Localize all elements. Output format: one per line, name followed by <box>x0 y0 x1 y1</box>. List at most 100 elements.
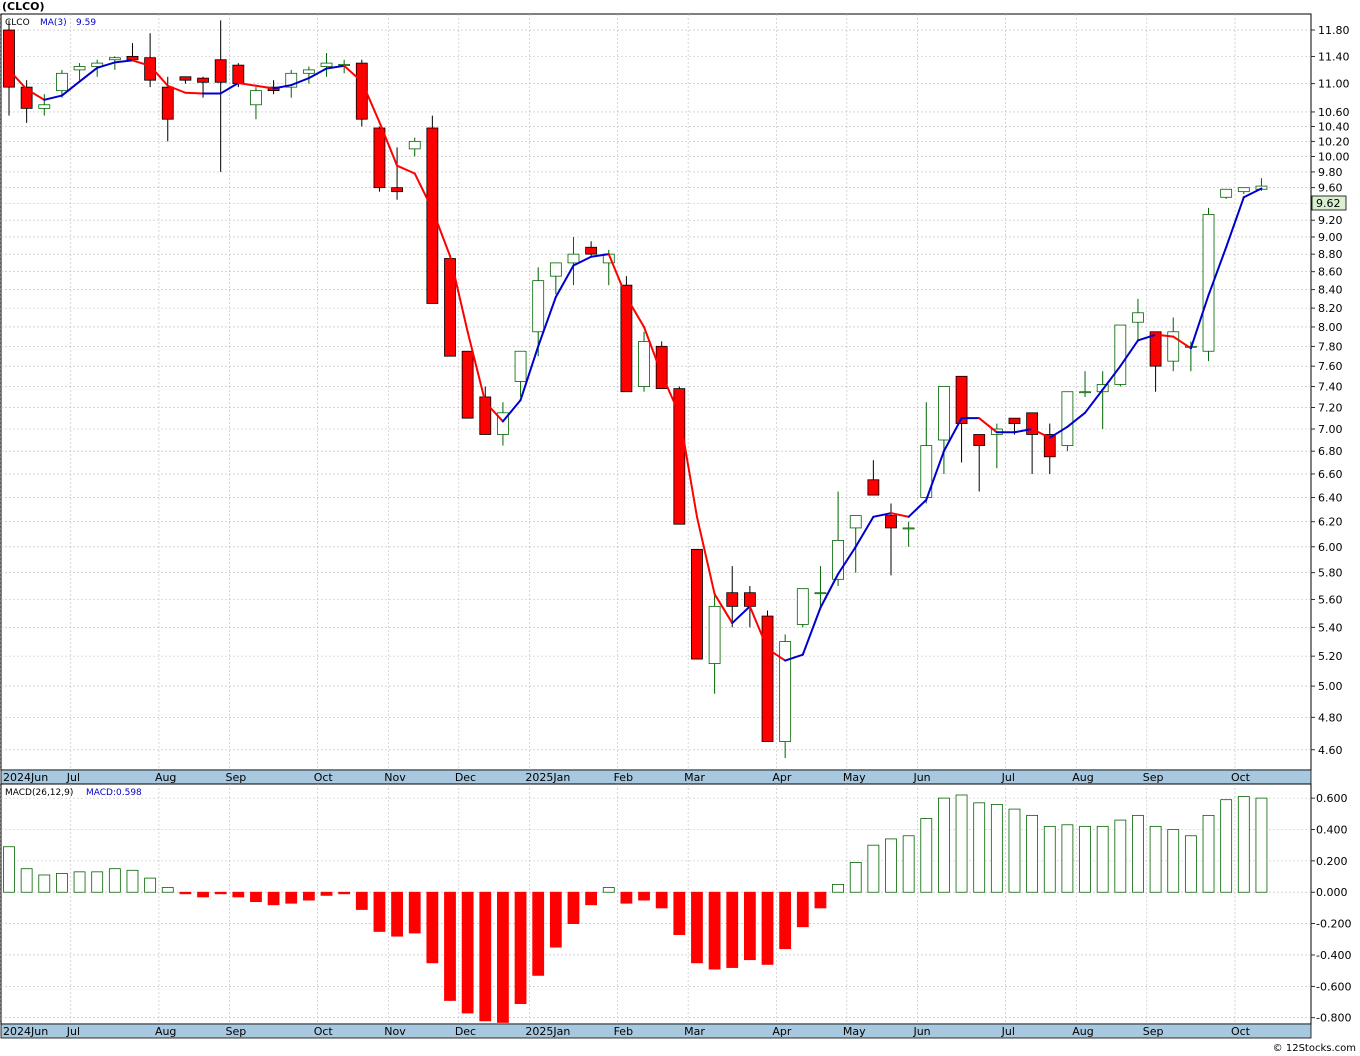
candle-body <box>796 588 809 625</box>
macd-bar <box>126 869 139 893</box>
price-ytick-label: 4.60 <box>1318 744 1343 757</box>
price-xtick-label: Oct <box>1231 771 1251 784</box>
ma-segment <box>113 59 134 64</box>
watermark: © 12Stocks.com <box>1273 1043 1356 1054</box>
price-ytick-label: 7.20 <box>1318 401 1343 414</box>
ma-segment <box>184 91 205 95</box>
ma-segment <box>890 512 910 518</box>
macd-bar <box>885 838 897 893</box>
macd-ytick-label: -0.400 <box>1316 949 1351 962</box>
price-ytick-label: 10.40 <box>1318 121 1350 134</box>
candle <box>250 87 262 120</box>
candle <box>497 402 509 446</box>
ma-segment <box>625 296 646 328</box>
price-ytick-label: 9.20 <box>1318 214 1343 227</box>
candle-body <box>867 479 880 496</box>
ma-segment <box>678 412 698 518</box>
macd-bar <box>461 891 474 1014</box>
candle <box>373 126 386 192</box>
macd-gridlines <box>0 784 1311 1024</box>
ma-segment <box>1084 388 1104 414</box>
price-xtick-label: Apr <box>772 771 792 784</box>
macd-bar <box>285 891 298 904</box>
macd-xtick-label: Sep <box>226 1025 247 1038</box>
candle <box>20 80 33 123</box>
macd-panel: 0.600 0.400 0.200 0.000 -0.200 -0.400 -0.600 -0… <box>0 783 1351 1025</box>
ma-segment <box>1207 246 1228 297</box>
ma-segment <box>695 515 716 596</box>
ma-segment <box>748 605 769 650</box>
ma-segment <box>149 64 169 87</box>
candle-body <box>320 62 333 67</box>
ma-segment <box>25 88 46 101</box>
macd-bar <box>514 891 527 1005</box>
ma-segment <box>1048 425 1069 439</box>
candle-body <box>832 540 844 580</box>
ma-segment <box>607 253 628 299</box>
macd-bar <box>1237 796 1250 893</box>
candle-body <box>673 388 686 525</box>
candle-body <box>1220 188 1233 198</box>
ma-segment <box>237 81 257 87</box>
macd-bar <box>91 871 104 893</box>
ma-segment <box>272 84 293 90</box>
candle-body <box>250 90 262 106</box>
macd-bar <box>779 891 792 950</box>
candle-body <box>373 127 386 189</box>
price-xtick-label: Dec <box>455 771 476 784</box>
candle-body <box>955 375 968 424</box>
candle-body <box>567 253 580 264</box>
candle-body <box>56 72 68 92</box>
candle <box>532 267 545 357</box>
ma-segment <box>325 64 346 70</box>
candle <box>179 76 192 84</box>
candle-body <box>73 66 86 71</box>
ma-segment <box>449 254 469 333</box>
macd-bar <box>20 868 33 893</box>
macd-bar <box>426 891 439 964</box>
candle-body <box>161 86 174 120</box>
moving-average-line <box>8 59 1263 662</box>
price-ytick-label: 8.80 <box>1318 248 1343 261</box>
macd-bar <box>320 891 333 896</box>
price-ytick-label: 11.00 <box>1318 78 1350 91</box>
macd-y-axis: 0.600 0.400 0.200 0.000 -0.200 -0.400 -0.600 -0… <box>1311 792 1351 1025</box>
candle <box>1167 317 1180 372</box>
macd-ytick-label: -0.600 <box>1316 980 1351 993</box>
price-xtick-label: Oct <box>314 771 334 784</box>
candle <box>567 236 580 286</box>
macd-bar <box>1184 835 1197 893</box>
candle <box>796 588 809 628</box>
price-xtick-label: Jul <box>1001 771 1015 784</box>
macd-bar <box>267 891 280 906</box>
price-xtick-label: Mar <box>684 771 705 784</box>
price-ytick-label: 10.20 <box>1318 135 1350 148</box>
ma-segment <box>872 512 892 518</box>
macd-xtick-label: May <box>843 1025 866 1038</box>
macd-xtick-label: 2024Jun <box>3 1025 48 1038</box>
last-price-label: 9.62 <box>1316 197 1341 210</box>
macd-bar <box>408 891 421 934</box>
price-gridlines <box>0 14 1311 770</box>
price-ytick-label: 10.60 <box>1318 106 1350 119</box>
candle-body <box>638 341 650 387</box>
macd-bar <box>990 803 1003 893</box>
price-legend-symbol: CLCO <box>5 18 30 28</box>
macd-x-axis: 2024Jun Jul Aug Sep Oct Nov Dec 2025Jan Feb Mar Ap… <box>0 1023 1312 1039</box>
macd-bar <box>673 891 686 935</box>
macd-bar <box>1043 825 1056 893</box>
macd-bar <box>1202 814 1215 893</box>
candle-body <box>726 592 739 607</box>
macd-bar <box>1061 824 1074 893</box>
candle <box>479 386 492 435</box>
macd-bar <box>832 883 844 893</box>
ma-segment <box>484 401 504 423</box>
price-xtick-label: Aug <box>155 771 176 784</box>
candle-body <box>108 57 121 61</box>
ma-segment <box>43 94 63 101</box>
candle <box>73 63 86 81</box>
macd-bar <box>38 874 51 893</box>
candle-body <box>479 396 492 435</box>
candle-body <box>532 280 545 333</box>
macd-xtick-label: Sep <box>1143 1025 1164 1038</box>
